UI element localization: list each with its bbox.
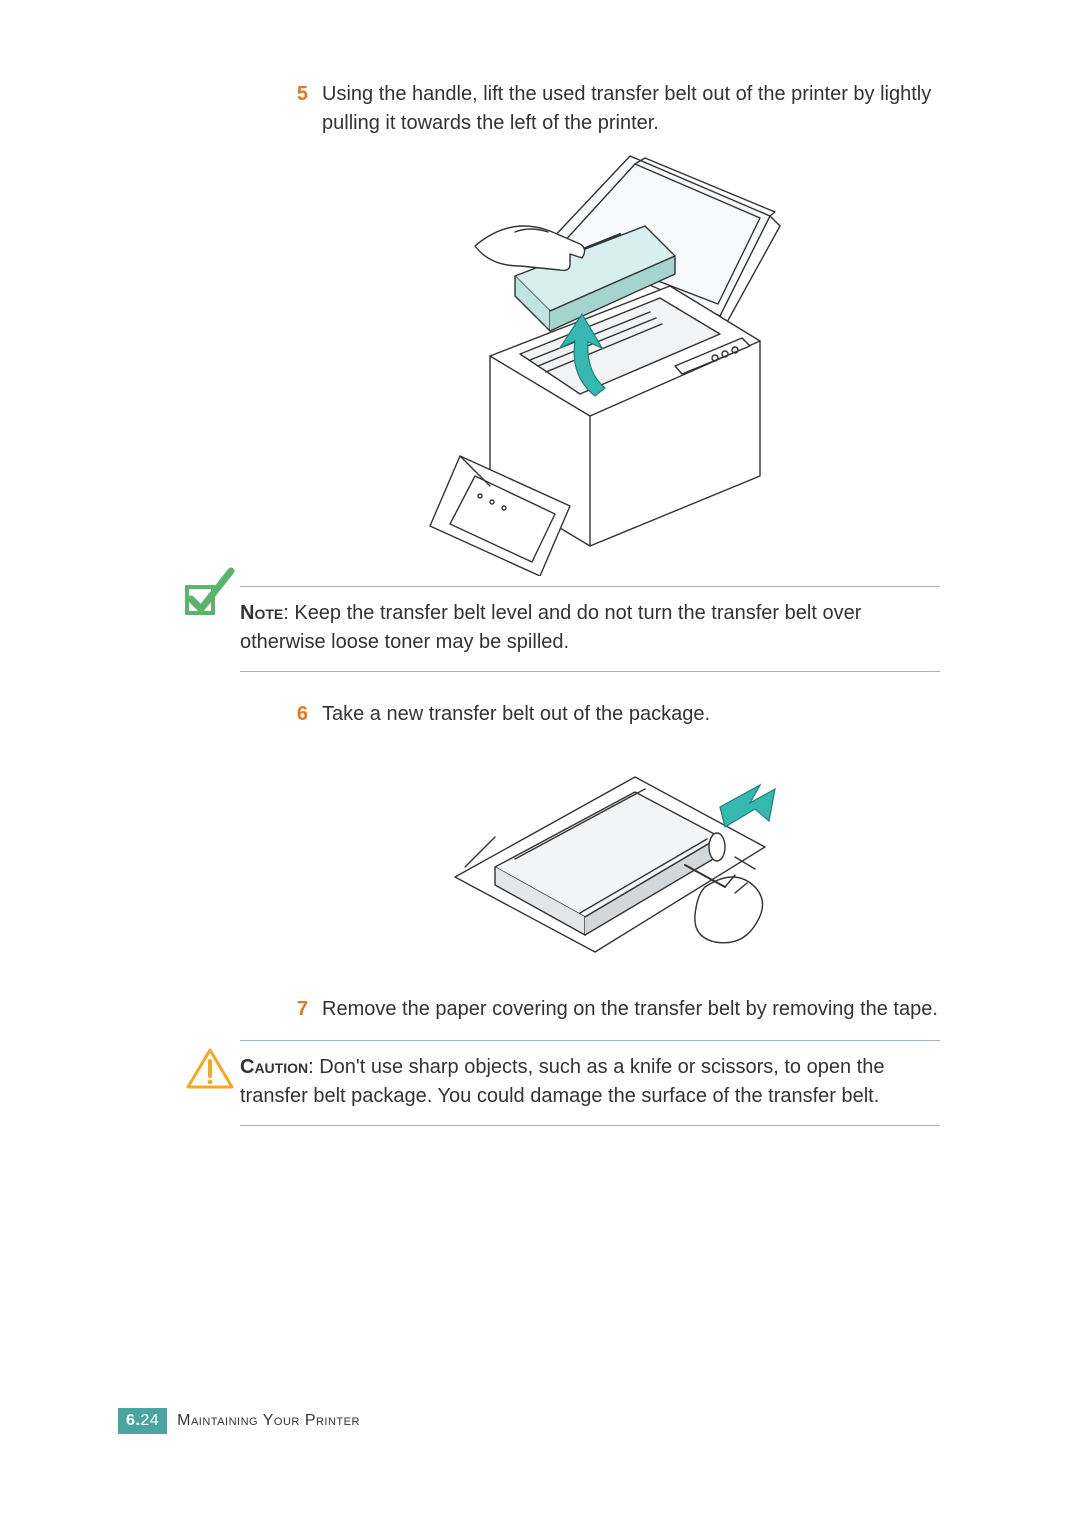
step-text: Remove the paper covering on the transfe… bbox=[322, 995, 940, 1024]
step-number: 7 bbox=[280, 995, 308, 1024]
illustration-belt-wrap bbox=[280, 737, 940, 987]
manual-page: 5 Using the handle, lift the used transf… bbox=[0, 0, 1080, 1526]
pull-arrow-icon bbox=[720, 785, 775, 827]
caution-label: Caution bbox=[240, 1056, 308, 1078]
note-checkmark-icon bbox=[183, 565, 237, 619]
footer-section-title: Maintaining Your Printer bbox=[177, 1412, 360, 1430]
step-number: 6 bbox=[280, 700, 308, 729]
page-number-badge: 6.24 bbox=[118, 1408, 167, 1434]
step-number: 5 bbox=[280, 80, 308, 109]
note-label: Note bbox=[240, 602, 283, 624]
step-7: 7 Remove the paper covering on the trans… bbox=[280, 995, 940, 1024]
page-footer: 6.24 Maintaining Your Printer bbox=[118, 1408, 360, 1434]
caution-body: : Don't use sharp objects, such as a kni… bbox=[240, 1056, 884, 1107]
step-text: Using the handle, lift the used transfer… bbox=[322, 80, 940, 138]
step-text: Take a new transfer belt out of the pack… bbox=[322, 700, 940, 729]
chapter-number: 6. bbox=[126, 1412, 140, 1429]
page-number: 24 bbox=[140, 1412, 159, 1429]
note-body: : Keep the transfer belt level and do no… bbox=[240, 602, 861, 653]
caution-text: Caution: Don't use sharp objects, such a… bbox=[240, 1053, 940, 1111]
caution-callout: Caution: Don't use sharp objects, such a… bbox=[240, 1040, 940, 1126]
step-5: 5 Using the handle, lift the used transf… bbox=[280, 80, 940, 138]
printer-illustration bbox=[420, 146, 800, 576]
illustration-printer-wrap bbox=[280, 146, 940, 576]
caution-triangle-icon bbox=[185, 1047, 235, 1091]
note-callout: Note: Keep the transfer belt level and d… bbox=[240, 586, 940, 672]
transfer-belt-illustration bbox=[435, 737, 785, 987]
step-6: 6 Take a new transfer belt out of the pa… bbox=[280, 700, 940, 729]
note-text: Note: Keep the transfer belt level and d… bbox=[240, 599, 940, 657]
